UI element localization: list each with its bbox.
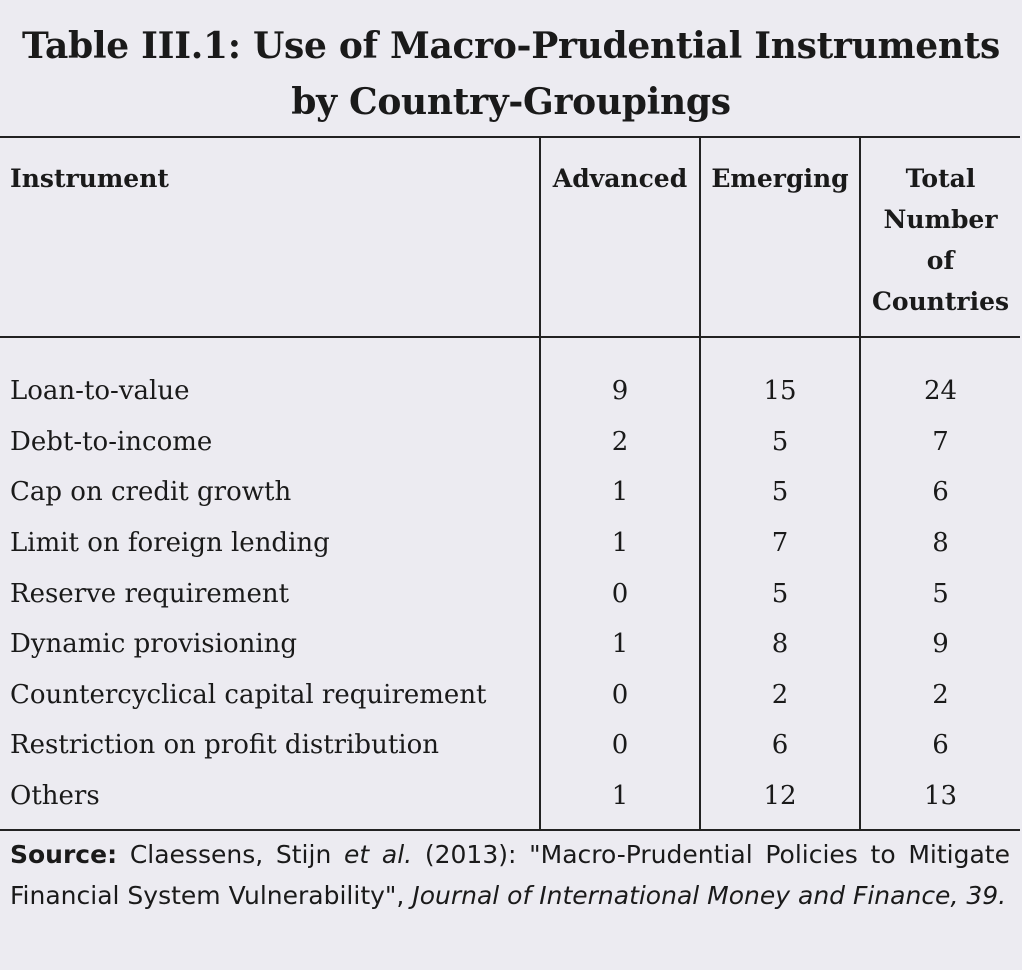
table-row: Countercyclical capital requirement 0 2 … xyxy=(0,669,1020,721)
cell-advanced: 9 xyxy=(539,337,700,417)
cell-total: 8 xyxy=(859,517,1020,569)
cell-instrument: Restriction on profit distribution xyxy=(10,730,439,761)
source-journal: Journal of International Money and Finan… xyxy=(412,881,1007,910)
column-header-advanced: Advanced xyxy=(539,136,700,338)
source-authors: Claessens, Stijn xyxy=(129,840,332,869)
cell-advanced: 1 xyxy=(539,467,700,518)
cell-advanced: 2 xyxy=(539,416,700,468)
cell-emerging: 5 xyxy=(699,416,860,468)
cell-instrument: Countercyclical capital requirement xyxy=(10,679,487,710)
source-label: Source: xyxy=(10,840,118,869)
cell-total: 5 xyxy=(859,568,1020,619)
cell-advanced: 0 xyxy=(539,568,700,619)
table-row: Dynamic provisioning 1 8 9 xyxy=(0,618,1020,670)
source-etal: et al. xyxy=(344,840,413,869)
cell-advanced: 1 xyxy=(539,770,700,832)
source-article: (2013): "Macro-Prudential Policies to Mi… xyxy=(10,840,1010,910)
cell-advanced: 0 xyxy=(539,669,700,721)
cell-emerging: 7 xyxy=(699,517,860,569)
cell-total: 24 xyxy=(859,337,1020,417)
instruments-table: Instrument Advanced Emerging Total Numbe… xyxy=(0,136,1020,832)
table-title-line-1: Table III.1: Use of Macro-Prudential Ins… xyxy=(21,25,1001,67)
cell-emerging: 8 xyxy=(699,618,860,670)
cell-instrument: Others xyxy=(0,770,540,832)
cell-emerging: 15 xyxy=(699,337,860,417)
cell-total: 6 xyxy=(859,467,1020,518)
column-header-total-line-3: of xyxy=(926,246,955,275)
table-row: Cap on credit growth 1 5 6 xyxy=(0,467,1020,518)
column-header-total-line-4: Countries xyxy=(871,287,1010,316)
cell-emerging: 5 xyxy=(699,467,860,518)
cell-emerging: 6 xyxy=(699,720,860,771)
cell-instrument: Reserve requirement xyxy=(10,578,290,609)
table-row: Loan-to-value 9 15 24 xyxy=(0,337,1020,417)
cell-advanced: 1 xyxy=(539,618,700,670)
cell-instrument: Debt-to-income xyxy=(10,426,213,457)
table-row: Reserve requirement 0 5 5 xyxy=(0,568,1020,619)
cell-total: 9 xyxy=(859,618,1020,670)
column-header-emerging: Emerging xyxy=(699,136,860,338)
cell-advanced: 1 xyxy=(539,517,700,569)
column-header-total: Total Number of Countries xyxy=(859,136,1020,338)
table-title-line-2: by Country-Groupings xyxy=(291,81,731,123)
cell-instrument: Limit on foreign lending xyxy=(10,528,330,559)
cell-advanced: 0 xyxy=(539,720,700,771)
cell-emerging: 2 xyxy=(699,669,860,721)
source-note: Source: Claessens, Stijn et al. (2013): … xyxy=(10,834,1010,916)
cell-total: 2 xyxy=(859,669,1020,721)
cell-emerging: 5 xyxy=(699,568,860,619)
table-header-row: Instrument Advanced Emerging Total Numbe… xyxy=(0,136,1020,338)
table-row: Restriction on profit distribution 0 6 6 xyxy=(0,720,1020,771)
table-row: Debt-to-income 2 5 7 xyxy=(0,416,1020,468)
cell-total: 13 xyxy=(859,770,1020,832)
cell-instrument: Dynamic provisioning xyxy=(10,629,298,660)
cell-instrument: Loan-to-value xyxy=(10,376,190,407)
column-header-total-line-2: Number xyxy=(883,205,998,234)
table-title: Table III.1: Use of Macro-Prudential Ins… xyxy=(0,18,1022,130)
cell-total: 6 xyxy=(859,720,1020,771)
cell-instrument: Cap on credit growth xyxy=(10,477,292,508)
column-header-total-line-1: Total xyxy=(905,164,976,193)
cell-total: 7 xyxy=(859,416,1020,468)
column-header-instrument: Instrument xyxy=(0,136,540,338)
table-row: Limit on foreign lending 1 7 8 xyxy=(0,517,1020,569)
data-table-container: Instrument Advanced Emerging Total Numbe… xyxy=(0,136,1022,832)
table-row: Others 1 12 13 xyxy=(0,770,1020,832)
cell-emerging: 12 xyxy=(699,770,860,832)
